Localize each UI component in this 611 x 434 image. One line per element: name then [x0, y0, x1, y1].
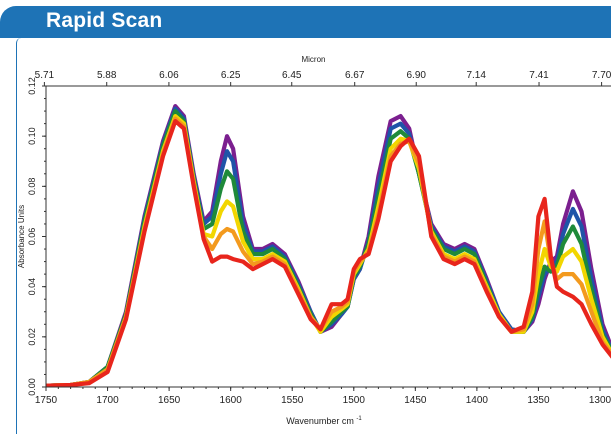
top-tick-label: 7.41 — [529, 70, 549, 81]
top-tick-label: 5.88 — [97, 70, 117, 81]
top-tick-label: 6.25 — [221, 70, 241, 81]
top-tick-label: 7.70 — [592, 70, 611, 81]
series-line-3 — [46, 109, 611, 387]
x-axis-title: Wavenumber cm -1 — [286, 416, 362, 426]
header-banner: Rapid Scan — [0, 0, 611, 40]
y-tick-label: 0.04 — [27, 278, 37, 296]
x-tick-label: 1450 — [404, 395, 427, 406]
x-tick-label: 1750 — [35, 395, 58, 406]
top-tick-label: 6.45 — [282, 70, 302, 81]
series-layer — [46, 104, 611, 387]
series-line-1 — [46, 104, 611, 387]
axes-layer: 1750 1700 1650 1600 1550 1500 1450 1400 1350 1300… — [17, 55, 611, 426]
series-line-4 — [46, 114, 611, 387]
banner-bar — [0, 6, 611, 38]
series-line-6 — [46, 119, 611, 387]
y-tick-label: 0.12 — [27, 77, 37, 95]
top-tick-label: 6.06 — [159, 70, 179, 81]
x-tick-label: 1350 — [527, 395, 550, 406]
y-tick-label: 0.06 — [27, 228, 37, 246]
banner-frame-line — [16, 38, 21, 434]
x-tick-label: 1600 — [220, 395, 243, 406]
y-tick-label: 0.10 — [27, 127, 37, 145]
x-tick-label: 1500 — [343, 395, 366, 406]
x-tick-label: 1550 — [281, 395, 304, 406]
top-axis-title: Micron — [301, 55, 325, 64]
x-tick-label: 1700 — [96, 395, 119, 406]
y-tick-label: 0.00 — [27, 378, 37, 396]
top-tick-label: 6.67 — [345, 70, 365, 81]
y-axis-title: Absorbance Units — [17, 205, 26, 268]
series-line-5 — [46, 116, 611, 387]
x-tick-label: 1300 — [589, 395, 611, 406]
x-tick-label: 1650 — [158, 395, 181, 406]
y-tick-label: 0.02 — [27, 328, 37, 346]
y-tick-label: 0.08 — [27, 178, 37, 196]
series-line-2 — [46, 106, 611, 387]
top-tick-label: 7.14 — [466, 70, 486, 81]
top-tick-label: 5.71 — [35, 70, 55, 81]
page-title: Rapid Scan — [46, 9, 163, 32]
top-tick-label: 6.90 — [406, 70, 426, 81]
x-tick-label: 1400 — [466, 395, 489, 406]
